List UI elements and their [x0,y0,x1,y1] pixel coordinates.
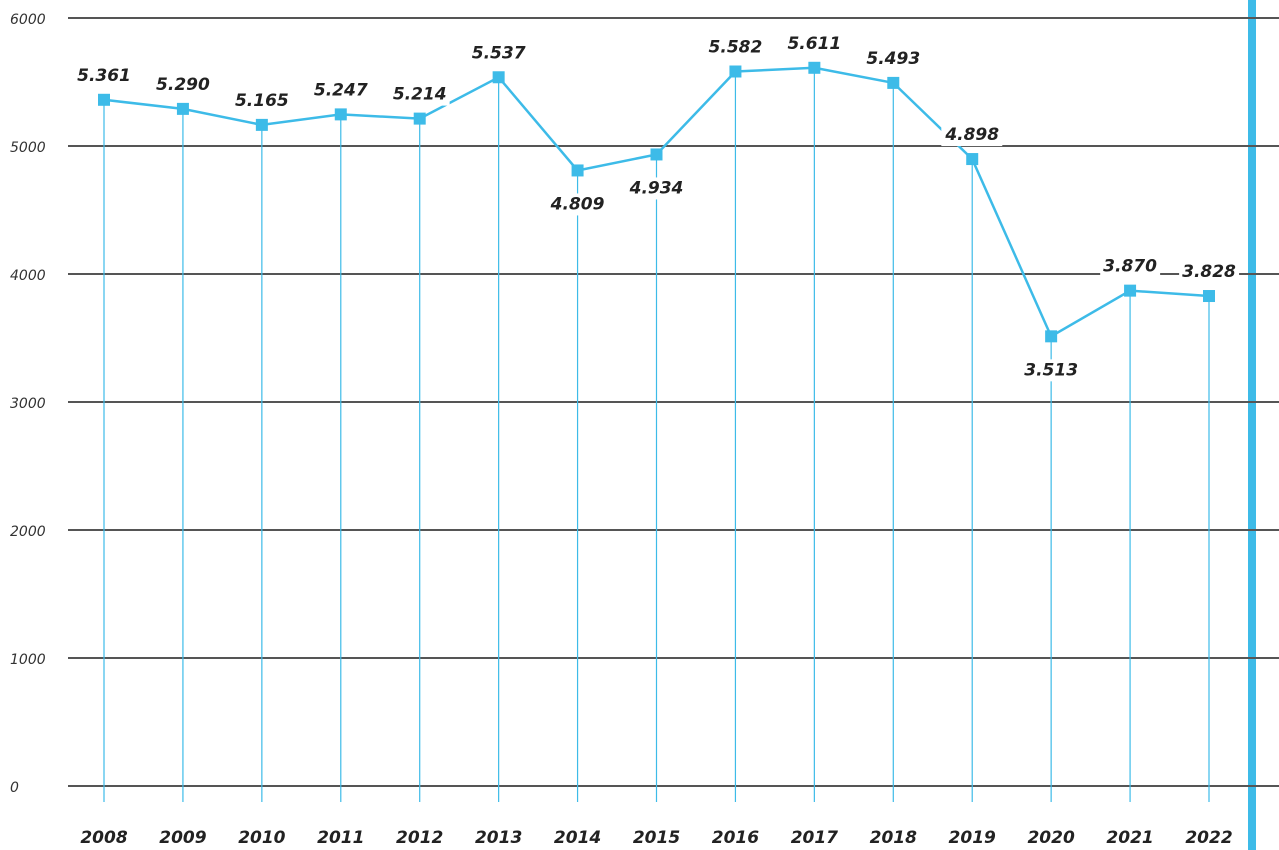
y-tick-label: 2000 [10,524,46,540]
marker [808,61,821,74]
y-tick-label: 6000 [10,12,46,28]
x-tick-label: 2020 [1027,828,1074,848]
value-label: 5.361 [77,66,131,86]
label-background [863,47,924,70]
x-tick-label: 2013 [475,828,522,848]
label-background [389,83,450,106]
x-tick-label: 2017 [791,828,838,848]
value-label: 4.898 [944,125,999,145]
marker [413,112,426,125]
label-background [625,177,687,200]
x-tick-label: 2022 [1185,828,1232,848]
value-label: 5.290 [156,75,210,95]
y-tick-label: 1000 [10,652,46,668]
x-tick-label: 2012 [396,828,443,848]
marker [1203,290,1215,303]
marker [966,153,979,166]
x-tick-label: 2019 [949,828,996,848]
y-tick-label: 0 [10,780,19,796]
label-background [705,36,766,59]
value-label: 5.582 [709,38,763,58]
x-tick-label: 2015 [633,828,680,848]
value-label: 5.247 [314,80,368,100]
value-label: 3.828 [1182,262,1236,282]
x-tick-label: 2011 [317,828,364,848]
x-tick-label: 2014 [554,828,601,848]
marker [571,164,584,177]
label-background [784,32,845,55]
value-label: 4.809 [550,194,605,214]
label-background [941,124,1003,147]
value-label: 5.214 [393,85,447,105]
label-background [468,42,529,65]
marker [98,93,110,106]
value-label: 3.513 [1024,360,1078,380]
marker [176,102,189,115]
marker [1124,284,1137,297]
x-tick-label: 2010 [238,828,285,848]
value-label: 5.493 [866,49,920,69]
marker [255,118,268,131]
label-background [74,64,134,87]
marker [1045,330,1058,343]
label-background [310,79,371,102]
marker [334,108,347,121]
value-label: 5.165 [235,91,289,111]
value-label: 5.611 [787,34,841,54]
label-background [231,89,292,112]
right-border-bar [1248,0,1256,850]
x-tick-label: 2018 [870,828,917,848]
y-tick-label: 3000 [10,396,46,412]
x-tick-label: 2008 [80,828,127,848]
label-background [1179,261,1240,284]
value-label: 5.537 [472,43,526,63]
x-tick-label: 2009 [159,828,206,848]
x-tick-label: 2016 [712,828,759,848]
value-label: 3.870 [1103,257,1157,277]
marker [729,65,742,78]
label-background [546,193,608,216]
label-background [1100,255,1161,278]
marker [650,148,663,161]
x-tick-label: 2021 [1106,828,1153,848]
marker [887,76,900,89]
marker [492,71,505,84]
label-background [153,73,213,96]
y-tick-label: 5000 [10,140,46,156]
y-tick-label: 4000 [10,268,46,284]
label-background [1021,359,1082,382]
value-label: 4.934 [629,178,684,198]
